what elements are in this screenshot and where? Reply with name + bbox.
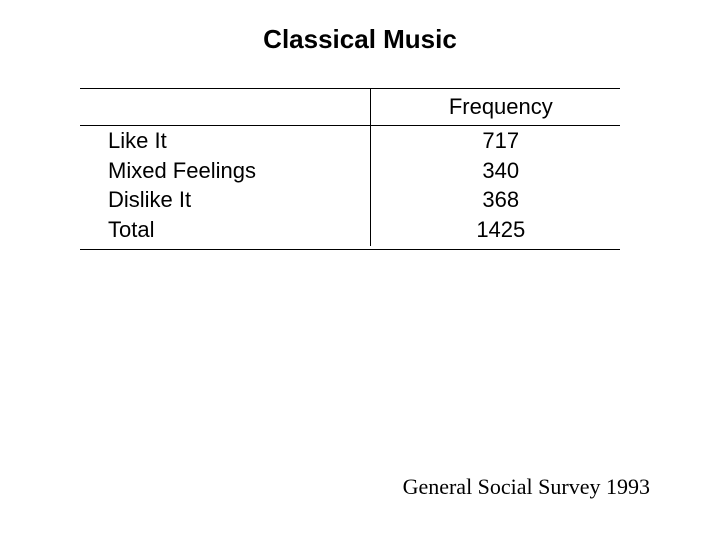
table-row: Like It 717: [80, 125, 620, 155]
table: Frequency Like It 717 Mixed Feelings 340…: [80, 88, 620, 250]
row-value: 340: [382, 156, 620, 186]
row-label: Dislike It: [80, 185, 382, 215]
table-row: Dislike It 368: [80, 185, 620, 215]
row-value: 717: [382, 125, 620, 155]
table-vertical-divider: [370, 88, 371, 246]
page: Classical Music Frequency Like It 717 Mi…: [0, 0, 720, 540]
row-label: Total: [80, 215, 382, 249]
table-header-blank: [80, 89, 382, 126]
row-label: Mixed Feelings: [80, 156, 382, 186]
row-value: 368: [382, 185, 620, 215]
table-header-row: Frequency: [80, 89, 620, 126]
source-footnote: General Social Survey 1993: [403, 474, 650, 500]
row-value: 1425: [382, 215, 620, 249]
table-header-frequency: Frequency: [382, 89, 620, 126]
row-label: Like It: [80, 125, 382, 155]
page-title: Classical Music: [0, 24, 720, 55]
table-row: Total 1425: [80, 215, 620, 249]
frequency-table: Frequency Like It 717 Mixed Feelings 340…: [80, 88, 620, 250]
table-row: Mixed Feelings 340: [80, 156, 620, 186]
